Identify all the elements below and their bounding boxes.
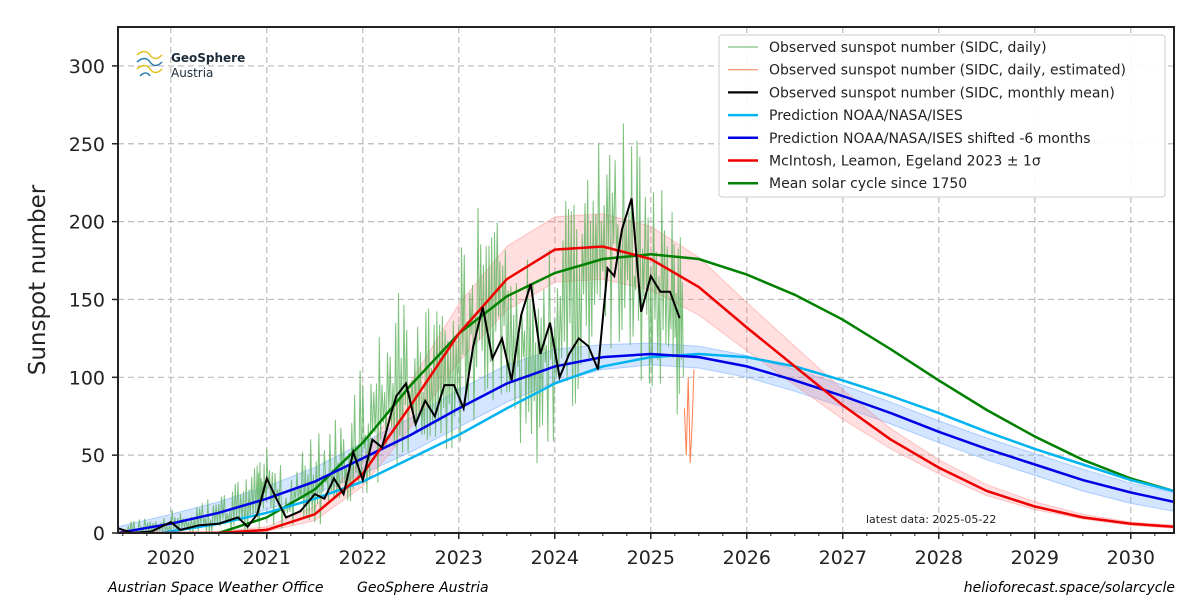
plot-frame — [117, 26, 1175, 534]
legend-entry: Prediction NOAA/NASA/ISES shifted -6 mon… — [769, 131, 1091, 147]
series-mean-cycle — [218, 253, 1174, 533]
y-tick-label: 150 — [69, 289, 105, 311]
series-mcintosh — [118, 245, 1174, 533]
y-tick-label: 100 — [69, 367, 105, 389]
x-tick-label: 2023 — [435, 547, 483, 569]
footer-org: GeoSphere Austria — [357, 580, 489, 596]
legend-entry: McIntosh, Leamon, Egeland 2023 ± 1σ — [769, 154, 1041, 170]
y-tick-label: 50 — [81, 445, 105, 467]
series-observed-estimated — [683, 369, 695, 463]
legend-entry: Observed sunspot number (SIDC, monthly m… — [769, 85, 1115, 101]
legend-entry: Mean solar cycle since 1750 — [769, 176, 967, 192]
x-tick-label: 2029 — [1011, 547, 1059, 569]
legend-entry: Observed sunspot number (SIDC, daily, es… — [769, 63, 1126, 79]
logo-mark-icon — [136, 50, 163, 77]
x-tick-label: 2022 — [339, 547, 387, 569]
x-tick-label: 2030 — [1107, 547, 1155, 569]
logo-line1: GeoSphere — [171, 51, 245, 65]
legend-box — [718, 34, 1166, 198]
x-tick-label: 2020 — [147, 547, 195, 569]
y-tick-label: 0 — [93, 523, 105, 545]
latest-data-note: latest data: 2025-05-22 — [866, 513, 996, 526]
x-tick-label: 2028 — [915, 547, 963, 569]
x-tick-label: 2024 — [531, 547, 579, 569]
x-tick-label: 2027 — [819, 547, 867, 569]
x-tick-label: 2026 — [723, 547, 771, 569]
series-observed-daily — [122, 123, 684, 533]
footer-office: Austrian Space Weather Office — [108, 580, 324, 596]
legend-entry: Observed sunspot number (SIDC, daily) — [769, 40, 1047, 56]
y-tick-label: 200 — [69, 212, 105, 234]
axis-ticks: 2020 2021 2022 2023 2024 2025 2026 2027 2028 2029… — [69, 56, 1156, 569]
series-noaa-shifted — [118, 352, 1174, 533]
legend-entry: Prediction NOAA/NASA/ISES — [769, 108, 963, 124]
logo-line2: Austria — [171, 66, 213, 80]
logo: GeoSphere Austria — [136, 50, 245, 80]
legend: Observed sunspot number (SIDC, daily) Obs… — [718, 34, 1166, 198]
y-axis-label: Sunspot number — [25, 184, 51, 375]
x-tick-label: 2025 — [627, 547, 675, 569]
x-tick-label: 2021 — [243, 547, 291, 569]
series-observed-monthly — [118, 198, 681, 533]
footer-url[interactable]: helioforecast.space/solarcycle — [963, 580, 1175, 596]
series-lines — [118, 123, 1174, 533]
y-tick-label: 250 — [69, 134, 105, 156]
y-tick-label: 300 — [69, 56, 105, 78]
